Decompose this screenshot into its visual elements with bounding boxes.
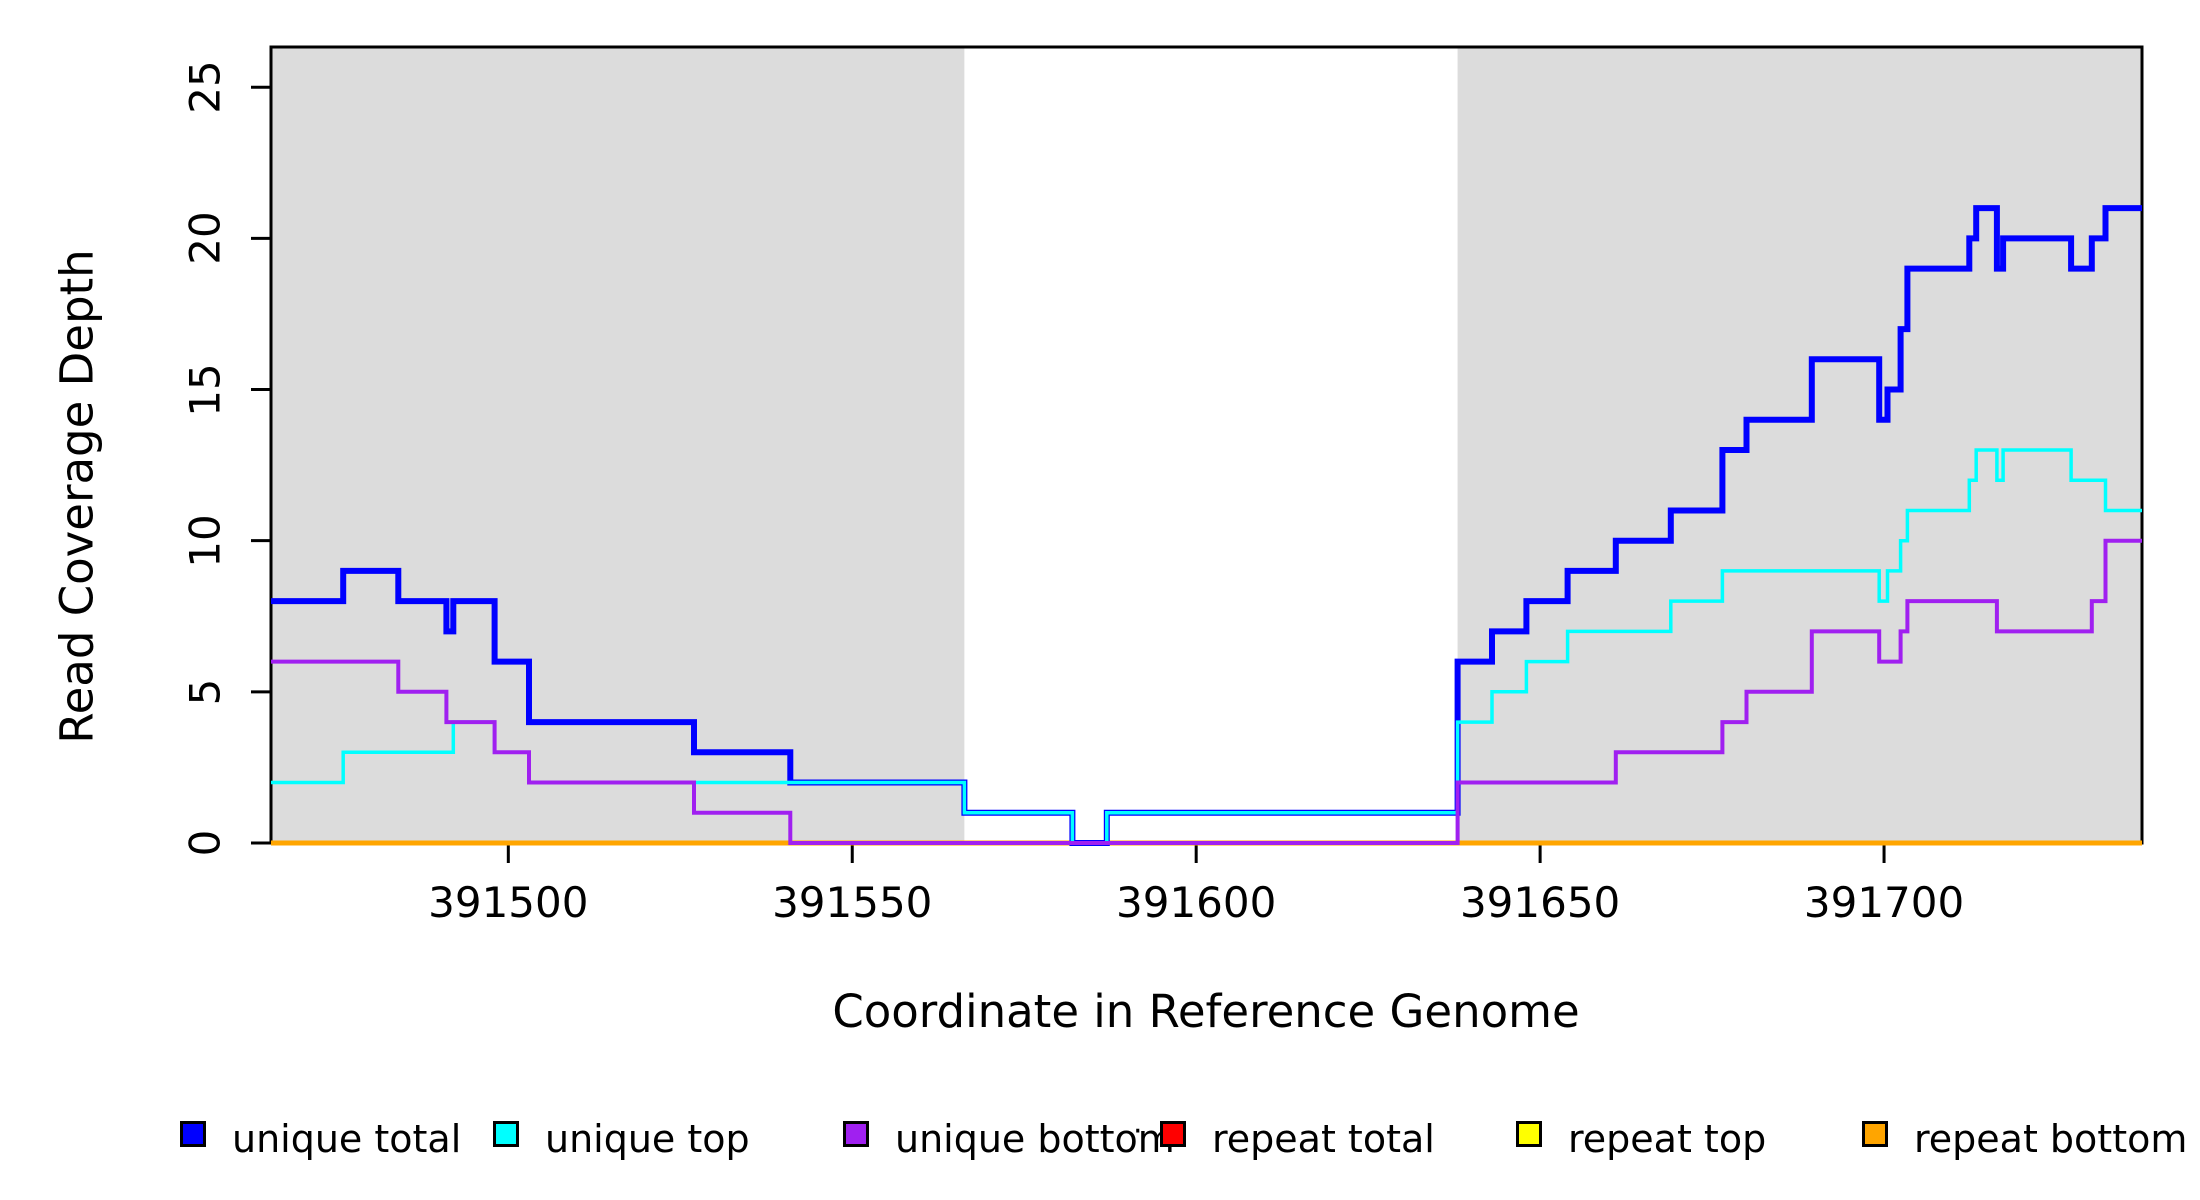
y-tick-label-20: 20 <box>180 211 230 266</box>
x-tick-label-391600: 391600 <box>1116 878 1277 927</box>
y-tick-label-0: 0 <box>180 829 230 857</box>
legend-swatch-repeat-total <box>1160 1121 1186 1147</box>
series-line-unique-total <box>271 205 2142 846</box>
x-axis-title: Coordinate in Reference Genome <box>832 985 1580 1038</box>
y-tick-label-5: 5 <box>180 678 230 706</box>
x-tick-label-391650: 391650 <box>1459 878 1621 927</box>
shaded-region-2 <box>1457 47 2142 843</box>
legend-label-repeat-top: repeat top <box>1568 1117 1767 1161</box>
y-axis-title: Read Coverage Depth <box>51 249 104 743</box>
legend-label-repeat-total: repeat total <box>1212 1117 1435 1161</box>
legend-label-unique-top: unique top <box>545 1117 750 1161</box>
y-tick-label-10: 10 <box>180 513 230 568</box>
x-tick-label-391550: 391550 <box>772 878 933 927</box>
legend-swatch-repeat-top <box>1516 1121 1542 1147</box>
x-tick-label-391500: 391500 <box>428 878 589 927</box>
legend-separator-dot: · <box>1133 1114 1143 1149</box>
legend-label-unique-total: unique total <box>232 1117 462 1161</box>
legend-label-unique-bottom: unique bottom <box>895 1117 1175 1161</box>
legend-swatch-unique-bottom <box>843 1121 869 1147</box>
y-axis-title-text: Read Coverage Depth <box>50 249 104 744</box>
y-tick-label-15: 15 <box>180 362 230 417</box>
legend-swatch-unique-top <box>493 1121 519 1147</box>
x-tick-label-391700: 391700 <box>1803 878 1965 927</box>
legend-label-repeat-bottom: repeat bottom <box>1914 1117 2188 1161</box>
y-tick-label-25: 25 <box>180 60 230 114</box>
legend-swatch-repeat-bottom <box>1862 1121 1888 1147</box>
shaded-region-1 <box>271 47 965 843</box>
legend-swatch-unique-total <box>180 1121 206 1147</box>
series-line-unique-bottom <box>271 538 2142 845</box>
